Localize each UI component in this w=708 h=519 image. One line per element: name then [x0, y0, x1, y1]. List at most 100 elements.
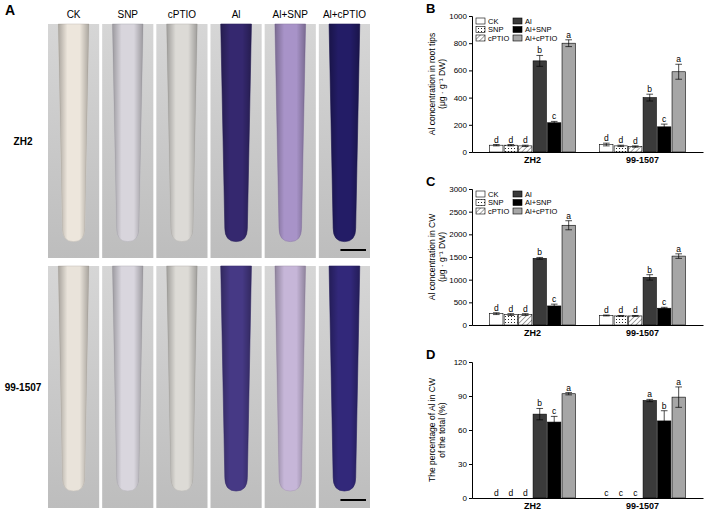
root	[275, 266, 306, 491]
root-image	[211, 24, 262, 258]
legend-label: Al+cPTIO	[525, 207, 557, 216]
error-bar	[675, 64, 682, 79]
y-tick-mark	[469, 302, 472, 303]
legend-swatch	[513, 208, 522, 214]
error-bar	[536, 55, 543, 66]
bar	[658, 421, 671, 498]
bar	[490, 145, 503, 152]
y-tick-label: 2000	[449, 230, 467, 239]
significance-letter: a	[676, 244, 681, 254]
letters: ddddddbbccaa	[494, 30, 681, 146]
bar	[658, 127, 671, 152]
image-background	[102, 266, 153, 508]
root-image	[48, 24, 99, 258]
error-bar	[565, 393, 572, 395]
significance-letter: a	[676, 377, 681, 387]
legend-label: Al+cPTIO	[525, 34, 557, 43]
x-tick: ZH2	[524, 152, 541, 165]
y-tick-label: 1000	[449, 276, 467, 285]
x-tick: ZH2	[524, 498, 541, 511]
y-tick: 800	[454, 39, 472, 48]
panel-label: B	[426, 1, 435, 16]
bar	[562, 43, 575, 152]
plot-area	[490, 221, 686, 325]
y-tick: 120	[454, 358, 472, 367]
root	[329, 24, 360, 242]
error-bar	[536, 408, 543, 419]
y-tick-label: 200	[454, 121, 468, 130]
significance-letter: d	[494, 303, 499, 313]
bar-chart: CAl concentration in CW(μg · g⁻¹ DW)0500…	[426, 174, 704, 338]
y-axis-title-line: (μg · g⁻¹ DW)	[437, 232, 447, 282]
y-tick: 1500	[449, 253, 472, 262]
root-shading	[275, 266, 306, 491]
significance-letter: d	[604, 305, 609, 315]
x-tick: 99-1507	[626, 498, 659, 511]
root-image	[265, 266, 316, 508]
root	[275, 24, 306, 242]
column-header: Al+cPTIO	[323, 9, 366, 20]
error-bar	[646, 94, 653, 101]
y-tick-mark	[469, 43, 472, 44]
root	[167, 24, 198, 242]
root	[112, 266, 143, 491]
root-image	[211, 266, 262, 508]
error-bar	[565, 40, 572, 47]
y-tick: 500	[454, 298, 472, 307]
bar	[614, 316, 627, 325]
y-tick-mark	[469, 280, 472, 281]
y-axis-title-line: The percentage of Al in CW	[427, 378, 437, 482]
legend-item: cPTIO	[476, 207, 509, 216]
x-tick: ZH2	[524, 325, 541, 338]
significance-letter: b	[537, 45, 542, 55]
error-bar	[661, 307, 668, 309]
legend-swatch	[513, 35, 522, 41]
y-tick: 0	[463, 321, 472, 330]
bar	[533, 414, 546, 498]
legend-swatch	[476, 208, 485, 214]
significance-letter: b	[647, 84, 652, 94]
y-tick: 2000	[449, 230, 472, 239]
panel-label: D	[426, 347, 435, 362]
y-axis: 02004006008001000	[449, 12, 472, 157]
bar	[519, 146, 532, 152]
image-background	[156, 266, 207, 508]
root-image	[319, 24, 370, 258]
y-tick-label: 600	[454, 66, 468, 75]
image-background	[156, 24, 207, 258]
y-tick-mark	[469, 234, 472, 235]
root-shading	[329, 24, 360, 242]
y-tick: 1000	[449, 12, 472, 21]
x-tick: 99-1507	[626, 152, 659, 165]
bar	[643, 277, 656, 325]
significance-letter: c	[552, 294, 557, 304]
y-tick-mark	[469, 152, 472, 153]
bar	[519, 315, 532, 325]
root-shading	[167, 266, 198, 491]
bar	[658, 308, 671, 325]
significance-letter: c	[552, 111, 557, 121]
significance-letter: b	[647, 265, 652, 275]
bar-chart: BAl concentration in root tips(μg · g⁻¹ …	[426, 1, 704, 165]
error-bar	[507, 314, 514, 316]
y-tick-label: 0	[463, 321, 468, 330]
scale-bar	[340, 249, 366, 251]
root	[167, 266, 198, 491]
bar	[548, 306, 561, 325]
error-bar	[661, 411, 668, 431]
x-tick-label: ZH2	[524, 501, 541, 511]
legend-item: Al+cPTIO	[513, 207, 557, 216]
significance-letter: d	[508, 304, 513, 314]
bar	[504, 145, 517, 152]
y-axis-title-line: Al concentration in root tips	[427, 33, 437, 136]
x-tick-label: 99-1507	[626, 501, 659, 511]
significance-letter: d	[523, 135, 528, 145]
x-axis-line	[473, 325, 704, 326]
root-shading	[112, 24, 143, 242]
bar	[672, 72, 685, 152]
significance-letter: c	[662, 114, 667, 124]
legend-swatch	[476, 27, 485, 33]
y-tick-mark	[469, 212, 472, 213]
letters: ddddddbbccaa	[494, 211, 681, 316]
y-tick-mark	[469, 498, 472, 499]
